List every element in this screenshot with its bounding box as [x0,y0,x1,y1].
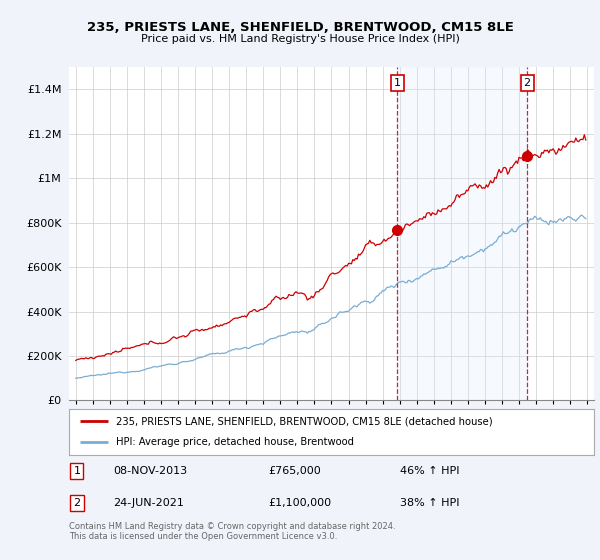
Text: £765,000: £765,000 [269,466,321,476]
Bar [397,67,527,400]
Text: 24-JUN-2021: 24-JUN-2021 [113,498,185,508]
Text: 2: 2 [524,78,531,88]
Text: 1: 1 [73,466,80,476]
Text: 1: 1 [394,78,401,88]
Text: 38% ↑ HPI: 38% ↑ HPI [400,498,459,508]
Text: Contains HM Land Registry data © Crown copyright and database right 2024.
This d: Contains HM Land Registry data © Crown c… [69,522,395,542]
Text: HPI: Average price, detached house, Brentwood: HPI: Average price, detached house, Bren… [116,437,354,447]
Text: 08-NOV-2013: 08-NOV-2013 [113,466,188,476]
Text: Price paid vs. HM Land Registry's House Price Index (HPI): Price paid vs. HM Land Registry's House … [140,34,460,44]
Text: 235, PRIESTS LANE, SHENFIELD, BRENTWOOD, CM15 8LE: 235, PRIESTS LANE, SHENFIELD, BRENTWOOD,… [86,21,514,34]
Text: £1,100,000: £1,100,000 [269,498,332,508]
Text: 2: 2 [73,498,80,508]
Text: 235, PRIESTS LANE, SHENFIELD, BRENTWOOD, CM15 8LE (detached house): 235, PRIESTS LANE, SHENFIELD, BRENTWOOD,… [116,416,493,426]
Text: 46% ↑ HPI: 46% ↑ HPI [400,466,459,476]
